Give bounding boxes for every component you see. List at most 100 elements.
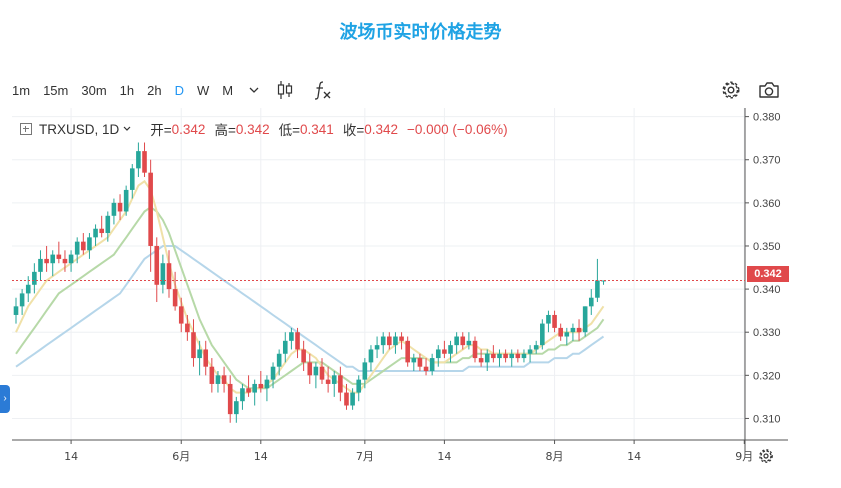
candle	[240, 383, 245, 410]
candle	[546, 310, 551, 333]
candle	[264, 375, 270, 402]
chevron-down-icon[interactable]	[248, 86, 260, 94]
chevron-down-icon[interactable]	[122, 125, 132, 133]
y-tick-label: 0.330	[753, 327, 781, 339]
timeframe-1m[interactable]: 1m	[12, 82, 31, 98]
candle	[178, 297, 184, 333]
candle	[160, 254, 166, 294]
candle	[558, 323, 563, 341]
candle	[74, 237, 80, 264]
open-label: 开=	[150, 123, 172, 138]
candle	[405, 336, 410, 367]
candle	[478, 349, 484, 367]
chart-legend: TRXUSD, 1D 开= 0.342 高= 0.342 低= 0.341 收= 0.3…	[20, 119, 508, 139]
candle	[62, 250, 68, 272]
candle	[221, 366, 227, 393]
candle	[393, 332, 398, 354]
candle	[99, 215, 104, 238]
candle	[148, 159, 153, 272]
candle	[533, 340, 539, 354]
timeframe-15m[interactable]: 15m	[43, 82, 69, 98]
x-tick-label: 9月	[735, 450, 753, 463]
candle	[527, 345, 533, 363]
candle	[105, 211, 111, 242]
candle	[246, 375, 251, 397]
candle	[270, 362, 276, 389]
candle	[350, 388, 355, 410]
candle	[123, 185, 129, 216]
candle	[387, 332, 392, 350]
candle	[276, 349, 282, 376]
candle	[356, 375, 362, 402]
candle	[142, 142, 147, 177]
candle	[203, 340, 209, 376]
page-title: 波场币实时价格走势	[339, 22, 502, 43]
timeframe-d[interactable]: D	[174, 82, 184, 98]
candle	[68, 250, 74, 272]
candle	[338, 366, 343, 402]
timeframe-2h[interactable]: 2h	[147, 82, 162, 98]
candlestick-icon[interactable]	[276, 79, 294, 101]
high-label: 高=	[214, 123, 236, 138]
candle	[540, 319, 545, 350]
fx-icon[interactable]	[313, 79, 333, 101]
candle	[129, 164, 135, 199]
candle	[601, 280, 606, 285]
candle	[411, 353, 417, 372]
close-value: 0.342	[364, 121, 399, 137]
candle	[570, 323, 576, 341]
gear-icon[interactable]	[720, 79, 742, 101]
y-tick-label: 0.310	[753, 413, 781, 425]
candle	[325, 366, 331, 393]
candle	[81, 233, 86, 255]
candle	[484, 349, 490, 372]
y-tick-label: 0.370	[753, 155, 781, 167]
x-tick-label: 14	[254, 450, 268, 463]
y-tick-label: 0.320	[753, 370, 781, 382]
candle	[32, 263, 37, 294]
x-tick-label: 6月	[172, 450, 190, 463]
candle	[215, 371, 221, 393]
candle	[521, 349, 527, 363]
change-value: −0.000 (−0.06%)	[407, 121, 508, 137]
x-tick-label: 14	[64, 450, 78, 463]
candle	[491, 345, 496, 363]
candle	[423, 358, 429, 376]
candle	[13, 297, 19, 324]
candle	[515, 349, 521, 363]
candle	[136, 142, 141, 177]
candle	[374, 336, 380, 359]
timeframe-30m[interactable]: 30m	[81, 82, 107, 98]
symbol-selector[interactable]: TRXUSD, 1D	[20, 122, 132, 137]
candle	[460, 332, 466, 350]
camera-icon[interactable]	[757, 80, 781, 100]
candle	[197, 340, 202, 376]
candle	[252, 379, 257, 406]
candle	[552, 310, 557, 333]
expand-sidebar-tab[interactable]: ›	[0, 385, 10, 413]
candle	[154, 237, 160, 303]
candle	[472, 336, 478, 363]
ma-line-ma_slow	[15, 245, 605, 372]
high-value: 0.342	[235, 121, 270, 137]
timeframe-m[interactable]: M	[222, 82, 234, 98]
last-price-tag: 0.342	[747, 266, 789, 282]
gear-icon[interactable]	[759, 449, 773, 463]
candle	[503, 349, 508, 363]
expand-icon[interactable]	[20, 123, 32, 135]
timeframe-1h[interactable]: 1h	[119, 82, 135, 98]
candle	[19, 289, 25, 315]
candle	[185, 314, 190, 341]
candle	[564, 327, 570, 346]
close-label: 收=	[342, 123, 365, 138]
candle	[368, 345, 374, 372]
chart-grid	[12, 108, 745, 440]
candle	[454, 332, 459, 354]
timeframe-w[interactable]: W	[196, 82, 210, 98]
candle	[111, 198, 117, 225]
candle	[38, 250, 43, 281]
candle	[509, 349, 515, 367]
candle	[301, 340, 306, 372]
y-tick-label: 0.340	[753, 284, 781, 296]
